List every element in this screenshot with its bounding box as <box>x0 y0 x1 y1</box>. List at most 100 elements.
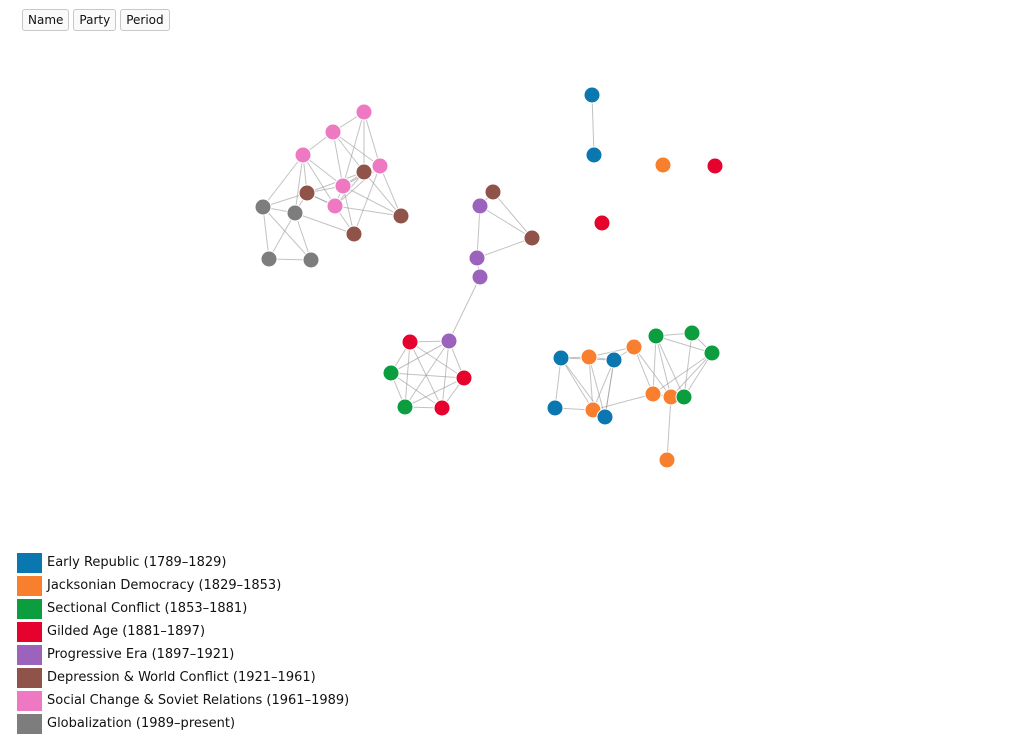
graph-node[interactable] <box>401 333 419 351</box>
legend-item-globalization: Globalization (1989–present) <box>17 712 349 735</box>
graph-link <box>390 372 465 379</box>
graph-link <box>294 154 304 214</box>
legend-item-progressive-era: Progressive Era (1897–1921) <box>17 643 349 666</box>
graph-node[interactable] <box>625 338 643 356</box>
legend-label: Gilded Age (1881–1897) <box>47 624 206 639</box>
graph-node[interactable] <box>552 349 570 367</box>
toolbar: Name Party Period <box>22 9 170 31</box>
legend-item-early-republic: Early Republic (1789–1829) <box>17 551 349 574</box>
graph-link <box>342 111 365 187</box>
graph-link <box>404 340 450 408</box>
graph-node[interactable] <box>355 103 373 121</box>
graph-link <box>588 356 594 411</box>
graph-link <box>683 332 693 398</box>
legend-item-gilded-age: Gilded Age (1881–1897) <box>17 620 349 643</box>
legend-item-social-change-soviet-relations: Social Change & Soviet Relations (1961–1… <box>17 689 349 712</box>
legend-swatch <box>17 644 42 665</box>
graph-link <box>262 206 312 261</box>
period-legend: Early Republic (1789–1829) Jacksonian De… <box>17 551 349 735</box>
graph-link <box>404 377 465 408</box>
graph-link <box>262 206 270 260</box>
graph-node[interactable] <box>324 123 342 141</box>
party-button[interactable]: Party <box>73 9 117 31</box>
graph-link <box>332 131 344 187</box>
graph-link <box>655 335 713 354</box>
legend-swatch <box>17 621 42 642</box>
graph-link <box>302 154 336 207</box>
legend-swatch <box>17 598 42 619</box>
legend-swatch <box>17 713 42 734</box>
graph-node[interactable] <box>585 146 603 164</box>
graph-link <box>441 340 450 409</box>
graph-link <box>652 335 657 395</box>
legend-label: Globalization (1989–present) <box>47 716 236 731</box>
graph-node[interactable] <box>433 399 451 417</box>
graph-link <box>390 372 443 409</box>
graph-node[interactable] <box>605 351 623 369</box>
graph-node[interactable] <box>484 183 502 201</box>
graph-node[interactable] <box>334 177 352 195</box>
graph-node[interactable] <box>471 197 489 215</box>
legend-label: Early Republic (1789–1829) <box>47 555 227 570</box>
graph-node[interactable] <box>580 348 598 366</box>
name-button[interactable]: Name <box>22 9 70 31</box>
graph-link <box>363 171 402 217</box>
graph-node[interactable] <box>596 408 614 426</box>
graph-link <box>390 340 450 374</box>
graph-node[interactable] <box>546 399 564 417</box>
graph-node[interactable] <box>396 398 414 416</box>
graph-link <box>655 335 672 398</box>
graph-link <box>592 359 615 411</box>
graph-link <box>479 205 533 239</box>
graph-node[interactable] <box>658 451 676 469</box>
graph-node[interactable] <box>523 229 541 247</box>
graph-link <box>492 191 533 239</box>
graph-link <box>294 212 355 235</box>
graph-node[interactable] <box>382 364 400 382</box>
graph-node[interactable] <box>298 184 316 202</box>
graph-node[interactable] <box>703 344 721 362</box>
graph-node[interactable] <box>471 268 489 286</box>
graph-link <box>262 154 304 208</box>
graph-node[interactable] <box>683 324 701 342</box>
graph-node[interactable] <box>593 214 611 232</box>
graph-node[interactable] <box>294 146 312 164</box>
legend-swatch <box>17 552 42 573</box>
legend-item-sectional-conflict: Sectional Conflict (1853–1881) <box>17 597 349 620</box>
graph-node[interactable] <box>675 388 693 406</box>
graph-node[interactable] <box>583 86 601 104</box>
graph-link <box>353 165 381 235</box>
graph-node[interactable] <box>302 251 320 269</box>
graph-node[interactable] <box>260 250 278 268</box>
graph-node[interactable] <box>392 207 410 225</box>
legend-swatch <box>17 667 42 688</box>
nodes-layer <box>254 86 724 469</box>
graph-node[interactable] <box>468 249 486 267</box>
graph-node[interactable] <box>345 225 363 243</box>
graph-link <box>655 335 685 398</box>
graph-node[interactable] <box>326 197 344 215</box>
graph-node[interactable] <box>654 156 672 174</box>
graph-link <box>666 396 672 461</box>
graph-node[interactable] <box>371 157 389 175</box>
legend-label: Progressive Era (1897–1921) <box>47 647 235 662</box>
legend-label: Sectional Conflict (1853–1881) <box>47 601 248 616</box>
graph-node[interactable] <box>644 385 662 403</box>
graph-node[interactable] <box>440 332 458 350</box>
graph-link <box>476 205 481 259</box>
graph-link <box>560 357 594 411</box>
graph-node[interactable] <box>706 157 724 175</box>
graph-link <box>652 352 713 395</box>
graph-node[interactable] <box>647 327 665 345</box>
graph-link <box>604 359 615 418</box>
graph-node[interactable] <box>455 369 473 387</box>
legend-label: Depression & World Conflict (1921–1961) <box>47 670 316 685</box>
period-button[interactable]: Period <box>120 9 170 31</box>
graph-link <box>633 346 672 398</box>
graph-link <box>476 237 533 259</box>
graph-node[interactable] <box>355 163 373 181</box>
graph-node[interactable] <box>254 198 272 216</box>
graph-node[interactable] <box>286 204 304 222</box>
legend-item-jacksonian-democracy: Jacksonian Democracy (1829–1853) <box>17 574 349 597</box>
graph-link <box>379 165 402 217</box>
